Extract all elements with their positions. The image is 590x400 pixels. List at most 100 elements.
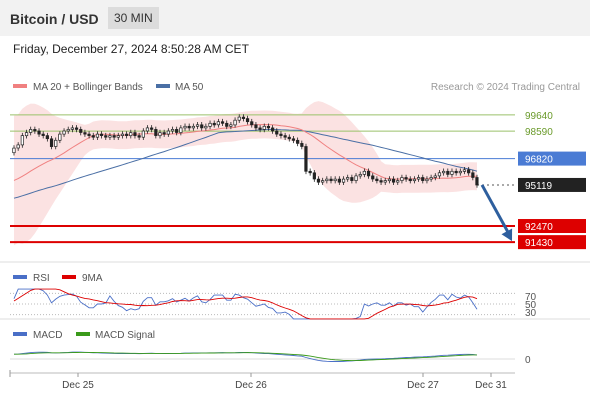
candle-body xyxy=(404,177,408,180)
candle-body xyxy=(237,116,241,121)
candles xyxy=(12,114,479,188)
candle-body xyxy=(229,124,233,127)
candle-body xyxy=(275,130,279,135)
candle-body xyxy=(329,178,333,182)
rsi-tick-70: 70 xyxy=(525,292,537,303)
candle-body xyxy=(300,143,304,147)
candle-body xyxy=(133,132,137,137)
candle-body xyxy=(24,132,29,137)
candle-body xyxy=(233,119,237,126)
candle-body xyxy=(70,127,74,130)
level-badge-91430 xyxy=(518,235,586,250)
level-badge-96820 xyxy=(518,151,586,166)
candle-body xyxy=(362,170,366,175)
candle-body xyxy=(258,127,262,130)
level-badge-95119 xyxy=(518,177,586,192)
forecast-arrow-shaft xyxy=(480,184,511,235)
candle-body xyxy=(62,130,66,135)
candle-body xyxy=(471,172,475,178)
candle-body xyxy=(467,169,471,174)
candle-body xyxy=(316,178,321,183)
candle-body xyxy=(216,121,220,126)
macd-panel xyxy=(10,351,515,362)
candle-body xyxy=(296,139,300,144)
rsi-line xyxy=(13,288,478,320)
candle-body xyxy=(446,170,450,175)
x-tick-label: Dec 25 xyxy=(62,380,94,391)
candle-body xyxy=(200,124,204,129)
candle-body xyxy=(45,135,49,140)
candle-body xyxy=(220,121,225,124)
candle-body xyxy=(458,170,462,174)
candle-body xyxy=(158,132,162,137)
price-levels xyxy=(10,114,515,244)
candle-body xyxy=(383,180,387,183)
candle-body xyxy=(358,174,362,177)
candle-body xyxy=(225,122,229,127)
chart-title: Bitcoin / USD xyxy=(10,11,99,27)
forecast-arrow-head xyxy=(501,228,513,242)
rsi-tick-30: 30 xyxy=(525,308,537,319)
ma20-line xyxy=(13,123,478,181)
level-label-91430: 91430 xyxy=(525,238,553,249)
candle-body xyxy=(87,133,91,136)
macd-line xyxy=(13,351,478,362)
main-legend: MA 20 + Bollinger Bands MA 50 Research ©… xyxy=(13,82,580,93)
candle-body xyxy=(191,125,195,129)
candle-body xyxy=(271,127,275,132)
candle-body xyxy=(333,178,337,182)
candle-body xyxy=(442,170,446,174)
bollinger-band-area xyxy=(14,101,477,246)
interval-badge[interactable]: 30 MIN xyxy=(108,7,159,29)
candle-body xyxy=(141,130,145,138)
candle-body xyxy=(421,177,425,181)
rsi-legend-label: RSI xyxy=(33,273,50,284)
candle-body xyxy=(33,129,37,132)
candle-body xyxy=(450,170,454,175)
level-labels: 99640 98590 96820 95119 92470 91430 xyxy=(518,111,586,250)
candle-body xyxy=(391,178,396,183)
level-label-95119: 95119 xyxy=(525,181,553,192)
level-label-98590: 98590 xyxy=(525,127,553,138)
rsi-tick-50: 50 xyxy=(525,300,537,311)
candle-body xyxy=(91,135,95,138)
candle-body xyxy=(41,133,45,136)
candle-body xyxy=(49,138,54,147)
candle-body xyxy=(387,178,392,182)
candle-body xyxy=(417,177,421,180)
candle-body xyxy=(321,180,325,183)
candle-body xyxy=(287,136,291,140)
rsi-panel xyxy=(10,288,515,320)
candle-body xyxy=(304,146,308,172)
x-tick-label: Dec 27 xyxy=(407,380,439,391)
candle-body xyxy=(208,122,212,127)
candle-body xyxy=(183,125,187,129)
macd-signal-line xyxy=(14,351,477,362)
bollinger-band xyxy=(14,101,477,246)
candle-body xyxy=(475,177,479,186)
candle-body xyxy=(250,121,254,126)
forecast-arrow xyxy=(480,184,513,242)
candle-body xyxy=(137,135,141,138)
candle-body xyxy=(145,127,150,132)
rsi-legend: RSI 9MA xyxy=(13,273,103,284)
candle-body xyxy=(462,169,467,172)
candle-body xyxy=(179,127,183,133)
candle-body xyxy=(412,178,417,182)
rsi-ma-line xyxy=(13,288,478,320)
candle-body xyxy=(170,129,175,132)
candle-body xyxy=(291,138,296,141)
candle-body xyxy=(408,178,412,182)
candle-body xyxy=(429,177,433,180)
candle-body xyxy=(112,135,116,138)
candle-body xyxy=(116,135,120,138)
candle-body xyxy=(16,144,20,149)
candle-body xyxy=(366,170,371,177)
level-label-92470: 92470 xyxy=(525,222,553,233)
candle-body xyxy=(108,135,112,138)
candle-body xyxy=(400,177,404,181)
candle-body xyxy=(262,125,266,130)
candle-body xyxy=(125,133,129,136)
candle-body xyxy=(375,178,379,182)
